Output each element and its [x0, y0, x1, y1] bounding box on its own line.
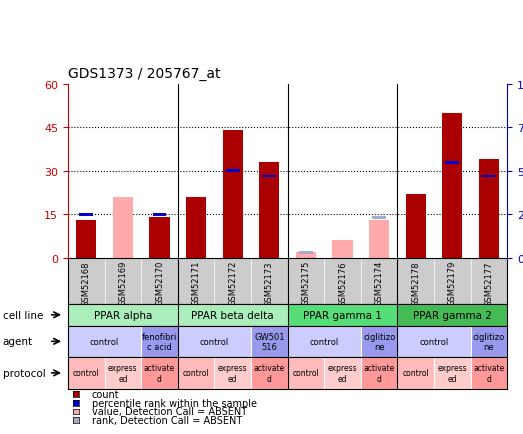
Bar: [406, 194, 426, 258]
Bar: [178, 357, 214, 389]
Bar: [333, 241, 353, 258]
Bar: [397, 304, 507, 326]
Bar: [442, 114, 462, 258]
Bar: [446, 161, 459, 164]
Text: control: control: [310, 337, 339, 346]
Text: GSM52179: GSM52179: [448, 260, 457, 306]
Text: activate
d: activate d: [254, 363, 285, 383]
Text: percentile rank within the sample: percentile rank within the sample: [92, 398, 256, 408]
Bar: [68, 357, 105, 389]
Bar: [223, 131, 243, 258]
Bar: [79, 214, 93, 216]
Text: GSM52173: GSM52173: [265, 260, 274, 306]
Text: GDS1373 / 205767_at: GDS1373 / 205767_at: [68, 67, 221, 81]
Bar: [259, 163, 279, 258]
Bar: [263, 175, 276, 178]
Text: GW501
516: GW501 516: [254, 332, 285, 351]
Text: PPAR alpha: PPAR alpha: [94, 310, 152, 320]
Text: control: control: [73, 368, 100, 378]
Text: activate
d: activate d: [144, 363, 175, 383]
Text: protocol: protocol: [3, 368, 46, 378]
Bar: [226, 170, 240, 173]
Text: ciglitizo
ne: ciglitizo ne: [473, 332, 505, 351]
Text: cell line: cell line: [3, 310, 43, 320]
Bar: [434, 357, 471, 389]
Bar: [288, 357, 324, 389]
Text: control: control: [200, 337, 229, 346]
Bar: [369, 220, 389, 258]
Text: control: control: [183, 368, 210, 378]
Bar: [471, 357, 507, 389]
Text: PPAR beta delta: PPAR beta delta: [191, 310, 274, 320]
Text: rank, Detection Call = ABSENT: rank, Detection Call = ABSENT: [92, 415, 242, 425]
Bar: [361, 326, 397, 357]
Bar: [288, 304, 397, 326]
Text: GSM52174: GSM52174: [374, 260, 384, 306]
Bar: [141, 326, 178, 357]
Text: GSM52172: GSM52172: [228, 260, 237, 306]
Text: GSM52168: GSM52168: [82, 260, 91, 306]
Text: value, Detection Call = ABSENT: value, Detection Call = ABSENT: [92, 407, 247, 416]
Bar: [150, 218, 169, 258]
Bar: [397, 326, 471, 357]
Bar: [178, 326, 251, 357]
Bar: [372, 217, 386, 220]
Bar: [76, 220, 96, 258]
Text: fenofibri
c acid: fenofibri c acid: [142, 332, 177, 351]
Bar: [361, 357, 397, 389]
Bar: [324, 357, 361, 389]
Bar: [113, 197, 133, 258]
Bar: [482, 175, 496, 178]
Text: GSM52178: GSM52178: [411, 260, 420, 306]
Bar: [141, 357, 178, 389]
Text: PPAR gamma 2: PPAR gamma 2: [413, 310, 492, 320]
Bar: [186, 197, 206, 258]
Bar: [479, 160, 499, 258]
Bar: [251, 357, 288, 389]
Bar: [471, 326, 507, 357]
Bar: [296, 253, 316, 258]
Bar: [251, 326, 288, 357]
Bar: [68, 304, 178, 326]
Text: control: control: [90, 337, 119, 346]
Text: GSM52171: GSM52171: [191, 260, 201, 306]
Bar: [397, 357, 434, 389]
Text: GSM52177: GSM52177: [484, 260, 494, 306]
Text: control: control: [292, 368, 320, 378]
Text: control: control: [402, 368, 429, 378]
Text: GSM52175: GSM52175: [301, 260, 311, 306]
Text: ciglitizo
ne: ciglitizo ne: [363, 332, 395, 351]
Bar: [178, 304, 288, 326]
Bar: [105, 357, 141, 389]
Bar: [68, 326, 141, 357]
Text: express
ed: express ed: [438, 363, 467, 383]
Text: express
ed: express ed: [218, 363, 247, 383]
Text: agent: agent: [3, 337, 33, 346]
Text: GSM52170: GSM52170: [155, 260, 164, 306]
Bar: [299, 252, 313, 254]
Text: activate
d: activate d: [363, 363, 395, 383]
Text: PPAR gamma 1: PPAR gamma 1: [303, 310, 382, 320]
Text: activate
d: activate d: [473, 363, 505, 383]
Text: count: count: [92, 389, 119, 399]
Bar: [288, 326, 361, 357]
Text: control: control: [419, 337, 449, 346]
Text: express
ed: express ed: [108, 363, 138, 383]
Text: GSM52176: GSM52176: [338, 260, 347, 306]
Text: GSM52169: GSM52169: [118, 260, 128, 306]
Bar: [214, 357, 251, 389]
Bar: [153, 214, 166, 216]
Text: express
ed: express ed: [328, 363, 357, 383]
